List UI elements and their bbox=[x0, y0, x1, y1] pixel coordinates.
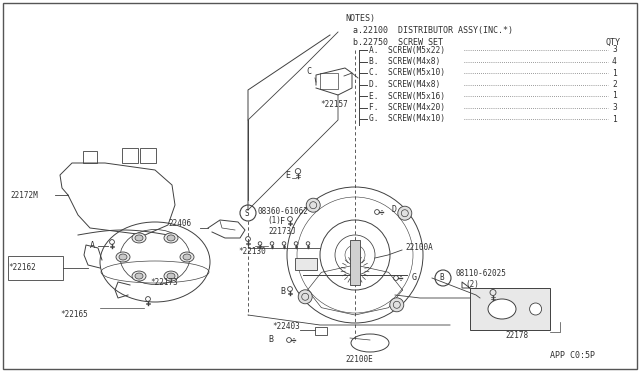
Text: B: B bbox=[440, 273, 444, 282]
Text: a.22100  DISTRIBUTOR ASSY(INC.*): a.22100 DISTRIBUTOR ASSY(INC.*) bbox=[353, 26, 513, 35]
Text: 22172M: 22172M bbox=[10, 190, 38, 199]
Bar bbox=[295, 258, 317, 270]
Circle shape bbox=[530, 303, 541, 315]
Text: 2: 2 bbox=[612, 80, 617, 89]
Ellipse shape bbox=[180, 252, 194, 262]
Text: *22403: *22403 bbox=[272, 322, 300, 331]
Text: D: D bbox=[392, 205, 397, 215]
Text: E.  SCREW(M5x16): E. SCREW(M5x16) bbox=[369, 92, 445, 100]
Text: *22162: *22162 bbox=[8, 263, 36, 273]
Circle shape bbox=[306, 198, 320, 212]
Ellipse shape bbox=[167, 273, 175, 279]
Text: B.  SCREW(M4x8): B. SCREW(M4x8) bbox=[369, 57, 440, 66]
Text: G.  SCREW(M4x10): G. SCREW(M4x10) bbox=[369, 115, 445, 124]
Bar bbox=[315, 327, 327, 335]
Ellipse shape bbox=[167, 235, 175, 241]
Bar bbox=[320, 73, 338, 89]
Ellipse shape bbox=[116, 252, 130, 262]
Text: *22165: *22165 bbox=[60, 310, 88, 319]
Text: F.  SCREW(M4x20): F. SCREW(M4x20) bbox=[369, 103, 445, 112]
Bar bbox=[470, 288, 550, 330]
Text: 3: 3 bbox=[612, 45, 617, 55]
Text: D.  SCREW(M4x8): D. SCREW(M4x8) bbox=[369, 80, 440, 89]
Text: B: B bbox=[280, 288, 285, 296]
Circle shape bbox=[298, 290, 312, 304]
Text: 3: 3 bbox=[612, 103, 617, 112]
Text: 22100A: 22100A bbox=[405, 244, 433, 253]
Ellipse shape bbox=[183, 254, 191, 260]
Text: *22157: *22157 bbox=[320, 100, 348, 109]
Text: *22173: *22173 bbox=[150, 278, 178, 287]
Ellipse shape bbox=[164, 233, 178, 243]
Text: B: B bbox=[268, 336, 273, 344]
Text: E: E bbox=[285, 170, 290, 180]
Text: *22130: *22130 bbox=[238, 247, 266, 257]
Ellipse shape bbox=[132, 271, 146, 281]
Text: APP C0:5P: APP C0:5P bbox=[550, 351, 595, 360]
Ellipse shape bbox=[132, 233, 146, 243]
Ellipse shape bbox=[488, 299, 516, 319]
Text: C: C bbox=[306, 67, 311, 77]
Ellipse shape bbox=[164, 271, 178, 281]
Text: 22178: 22178 bbox=[505, 330, 528, 340]
Text: A: A bbox=[90, 241, 95, 250]
Text: QTY: QTY bbox=[605, 38, 620, 47]
Circle shape bbox=[390, 298, 404, 312]
Text: G: G bbox=[412, 273, 417, 282]
Ellipse shape bbox=[119, 254, 127, 260]
Text: 22406: 22406 bbox=[168, 219, 191, 228]
Bar bbox=[83, 151, 97, 163]
Text: 1: 1 bbox=[612, 68, 617, 77]
Text: 1: 1 bbox=[612, 92, 617, 100]
Circle shape bbox=[398, 206, 412, 220]
Ellipse shape bbox=[135, 273, 143, 279]
Text: S: S bbox=[244, 208, 249, 218]
Bar bbox=[350, 240, 360, 285]
Bar bbox=[8, 256, 63, 280]
Text: C.  SCREW(M5x10): C. SCREW(M5x10) bbox=[369, 68, 445, 77]
Text: A.  SCREW(M5x22): A. SCREW(M5x22) bbox=[369, 45, 445, 55]
Text: 22173J: 22173J bbox=[268, 228, 296, 237]
Text: F: F bbox=[280, 217, 285, 225]
Ellipse shape bbox=[135, 235, 143, 241]
Text: 4: 4 bbox=[612, 57, 617, 66]
Text: b.22750  SCREW SET: b.22750 SCREW SET bbox=[353, 38, 443, 47]
Bar bbox=[140, 148, 156, 163]
Bar bbox=[122, 148, 138, 163]
Text: 1: 1 bbox=[612, 115, 617, 124]
Text: 22100E: 22100E bbox=[345, 355, 372, 364]
Text: 08110-62025: 08110-62025 bbox=[455, 269, 506, 279]
Text: NOTES): NOTES) bbox=[345, 14, 375, 23]
Text: (1): (1) bbox=[267, 217, 281, 225]
Text: 08360-61062: 08360-61062 bbox=[258, 206, 309, 215]
Text: (2): (2) bbox=[465, 280, 479, 289]
